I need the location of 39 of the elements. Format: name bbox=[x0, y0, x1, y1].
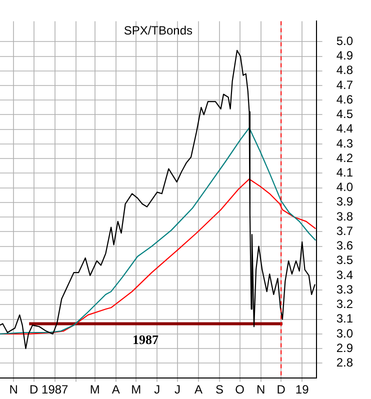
y-tick-label: 4.9 bbox=[336, 48, 354, 63]
x-tick-label: O bbox=[235, 382, 244, 396]
x-tick-label: J bbox=[174, 382, 180, 396]
y-tick-label: 4.3 bbox=[336, 136, 354, 150]
x-tick-label: D bbox=[276, 382, 286, 396]
x-tick-label: A bbox=[112, 382, 120, 396]
y-tick-label: 4.8 bbox=[336, 63, 354, 78]
y-tick-label: 4.0 bbox=[336, 180, 354, 194]
x-tick-label: S bbox=[215, 382, 224, 396]
y-tick-label: 4.4 bbox=[336, 122, 354, 136]
annotation: 1987 bbox=[132, 332, 160, 348]
x-tick-label: A bbox=[194, 382, 202, 396]
y-tick-label: 4.1 bbox=[336, 166, 354, 180]
x-tick-label: N bbox=[256, 382, 266, 396]
y-tick-label: 3.9 bbox=[336, 194, 354, 209]
x-tick-label: 1987 bbox=[42, 382, 69, 396]
x-tick-label: M bbox=[131, 382, 142, 396]
chart-title: SPX/TBonds bbox=[124, 24, 193, 38]
x-tick-label: J bbox=[154, 382, 160, 396]
x-tick-label: N bbox=[9, 382, 18, 396]
y-tick-label: 2.8 bbox=[336, 356, 354, 370]
x-tick-label: D bbox=[30, 382, 39, 396]
y-tick-label: 3.8 bbox=[336, 209, 354, 224]
y-tick-label: 4.2 bbox=[336, 150, 354, 165]
y-tick-label: 3.1 bbox=[336, 312, 354, 326]
x-tick-label: M bbox=[90, 382, 100, 396]
y-tick-label: 3.2 bbox=[336, 297, 354, 312]
x-tick-label: 19 bbox=[295, 382, 310, 396]
y-tick-label: 3.3 bbox=[336, 282, 354, 296]
y-tick-label: 5.0 bbox=[336, 34, 354, 48]
y-tick-label: 4.6 bbox=[336, 92, 354, 106]
y-tick-label: 4.7 bbox=[336, 78, 354, 92]
y-tick-label: 3.0 bbox=[336, 326, 354, 340]
y-tick-label: 3.4 bbox=[336, 268, 354, 282]
y-tick-label: 2.9 bbox=[336, 340, 354, 355]
y-tick-label: 3.5 bbox=[336, 253, 354, 268]
y-tick-label: 3.7 bbox=[336, 224, 354, 238]
y-tick-label: 3.6 bbox=[336, 238, 354, 253]
y-tick-label: 4.5 bbox=[336, 107, 354, 122]
